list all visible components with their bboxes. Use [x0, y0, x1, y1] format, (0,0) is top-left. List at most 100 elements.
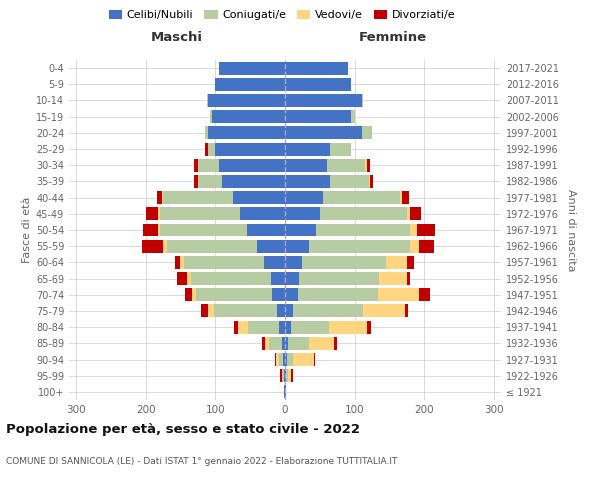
Bar: [285, 337, 289, 350]
Bar: [143, 224, 158, 236]
Bar: [265, 337, 269, 350]
Bar: [285, 62, 348, 74]
Bar: [280, 353, 283, 366]
Bar: [363, 304, 405, 318]
Bar: [269, 337, 281, 350]
Bar: [377, 288, 419, 301]
Bar: [214, 304, 277, 318]
Bar: [418, 224, 435, 236]
Bar: [330, 142, 351, 156]
Bar: [215, 78, 285, 91]
Bar: [407, 256, 414, 269]
Bar: [281, 337, 285, 350]
Bar: [407, 208, 410, 220]
Bar: [205, 126, 208, 140]
Bar: [283, 353, 285, 366]
Bar: [219, 159, 285, 172]
Bar: [285, 240, 310, 252]
Bar: [419, 288, 430, 301]
Bar: [329, 320, 367, 334]
Bar: [284, 369, 285, 382]
Bar: [293, 353, 314, 366]
Bar: [160, 224, 247, 236]
Bar: [285, 159, 327, 172]
Bar: [175, 256, 181, 269]
Bar: [362, 126, 372, 140]
Bar: [330, 175, 368, 188]
Bar: [285, 386, 286, 398]
Text: Femmine: Femmine: [359, 31, 427, 44]
Bar: [187, 272, 191, 285]
Bar: [284, 386, 285, 398]
Bar: [280, 369, 281, 382]
Bar: [233, 191, 285, 204]
Bar: [291, 369, 293, 382]
Bar: [194, 159, 198, 172]
Bar: [367, 159, 370, 172]
Bar: [276, 353, 280, 366]
Bar: [275, 353, 276, 366]
Bar: [202, 304, 208, 318]
Bar: [282, 369, 284, 382]
Bar: [379, 272, 407, 285]
Bar: [208, 94, 285, 107]
Bar: [277, 304, 285, 318]
Bar: [157, 191, 163, 204]
Legend: Celibi/Nubili, Coniugati/e, Vedovi/e, Divorziati/e: Celibi/Nubili, Coniugati/e, Vedovi/e, Di…: [104, 6, 460, 25]
Bar: [285, 175, 330, 188]
Bar: [285, 353, 287, 366]
Bar: [316, 224, 410, 236]
Bar: [281, 369, 282, 382]
Bar: [370, 175, 373, 188]
Bar: [222, 175, 285, 188]
Bar: [211, 110, 212, 123]
Bar: [264, 256, 285, 269]
Bar: [419, 240, 434, 252]
Bar: [238, 320, 248, 334]
Bar: [285, 191, 323, 204]
Bar: [290, 320, 329, 334]
Bar: [185, 288, 193, 301]
Bar: [234, 320, 238, 334]
Bar: [362, 94, 363, 107]
Bar: [320, 208, 407, 220]
Bar: [323, 191, 400, 204]
Bar: [207, 94, 208, 107]
Bar: [302, 256, 386, 269]
Text: Popolazione per età, sesso e stato civile - 2022: Popolazione per età, sesso e stato civil…: [6, 422, 360, 436]
Bar: [247, 224, 285, 236]
Bar: [285, 256, 302, 269]
Bar: [142, 240, 163, 252]
Bar: [310, 240, 410, 252]
Bar: [208, 142, 215, 156]
Bar: [367, 320, 371, 334]
Bar: [293, 304, 363, 318]
Bar: [285, 142, 330, 156]
Text: COMUNE DI SANNICOLA (LE) - Dati ISTAT 1° gennaio 2022 - Elaborazione TUTTITALIA.: COMUNE DI SANNICOLA (LE) - Dati ISTAT 1°…: [6, 458, 397, 466]
Bar: [368, 175, 370, 188]
Bar: [386, 256, 407, 269]
Bar: [287, 353, 293, 366]
Bar: [194, 175, 198, 188]
Y-axis label: Fasce di età: Fasce di età: [22, 197, 32, 263]
Bar: [351, 110, 355, 123]
Bar: [285, 208, 320, 220]
Bar: [196, 288, 272, 301]
Bar: [240, 208, 285, 220]
Bar: [285, 224, 316, 236]
Bar: [215, 142, 285, 156]
Bar: [158, 208, 160, 220]
Bar: [160, 208, 240, 220]
Bar: [158, 224, 160, 236]
Bar: [271, 272, 285, 285]
Bar: [407, 272, 410, 285]
Bar: [299, 272, 379, 285]
Bar: [262, 337, 265, 350]
Bar: [286, 369, 288, 382]
Bar: [405, 304, 409, 318]
Bar: [205, 142, 208, 156]
Bar: [285, 304, 293, 318]
Bar: [248, 320, 280, 334]
Bar: [272, 288, 285, 301]
Bar: [285, 369, 286, 382]
